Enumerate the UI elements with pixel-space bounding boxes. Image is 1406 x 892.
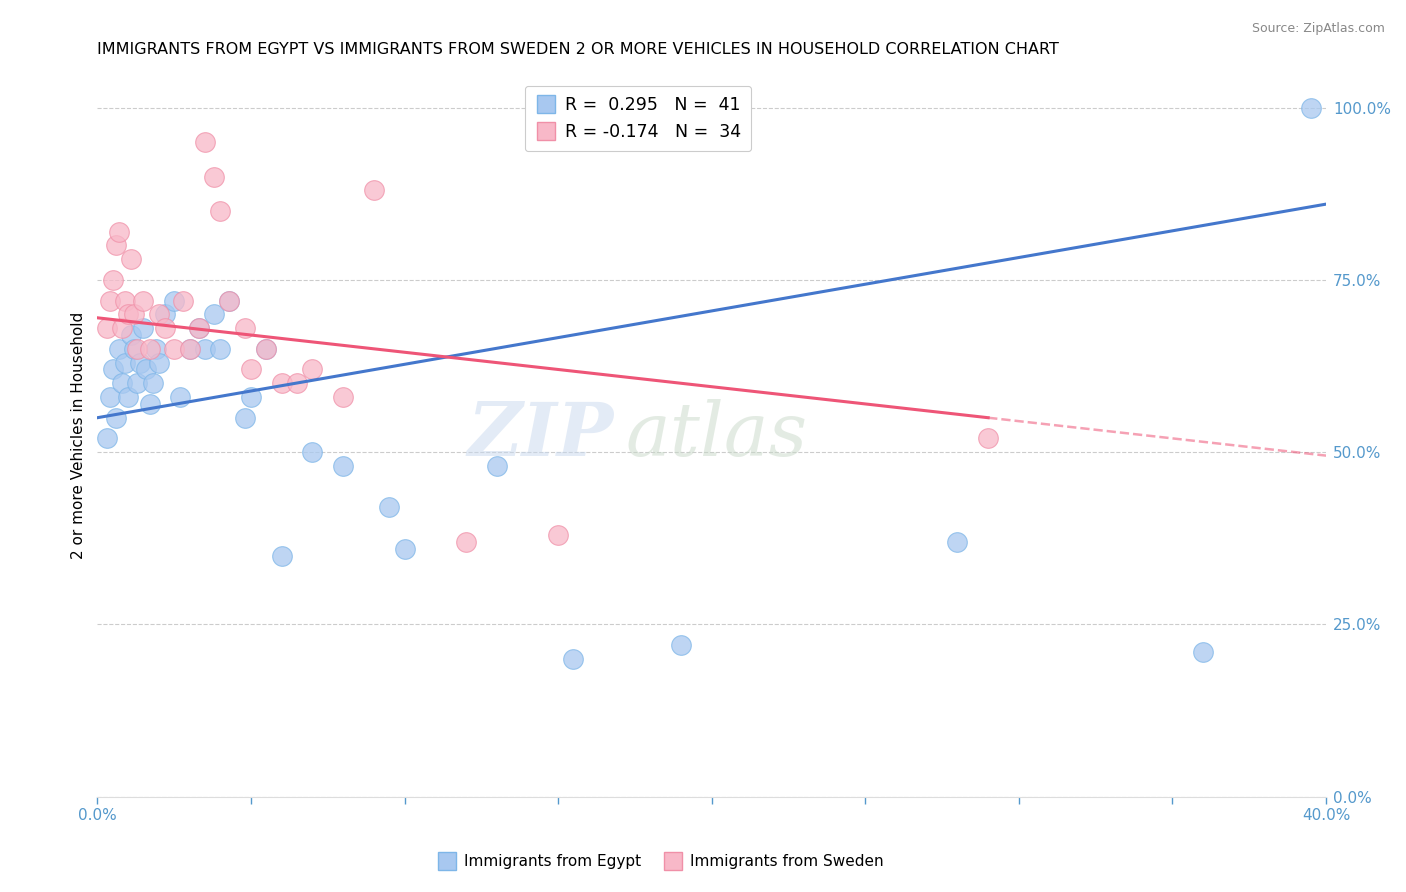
Point — [129, 355, 152, 369]
Point — [122, 342, 145, 356]
Point — [138, 342, 160, 356]
Point — [187, 321, 209, 335]
Point — [179, 342, 201, 356]
Point — [270, 549, 292, 563]
Point — [98, 293, 121, 308]
Point — [120, 252, 142, 267]
Point — [485, 458, 508, 473]
Point — [218, 293, 240, 308]
Point — [194, 135, 217, 149]
Point — [239, 390, 262, 404]
Point — [394, 541, 416, 556]
Point — [104, 410, 127, 425]
Point — [378, 500, 401, 515]
Point — [169, 390, 191, 404]
Point — [202, 169, 225, 184]
Point — [209, 204, 232, 219]
Point — [153, 321, 176, 335]
Point — [547, 528, 569, 542]
Point — [254, 342, 277, 356]
Point — [454, 534, 477, 549]
Point — [187, 321, 209, 335]
Point — [153, 307, 176, 321]
Point — [239, 362, 262, 376]
Point — [120, 328, 142, 343]
Point — [108, 225, 131, 239]
Point — [163, 293, 186, 308]
Point — [977, 431, 1000, 445]
Point — [562, 652, 585, 666]
Point — [363, 183, 385, 197]
Point — [108, 342, 131, 356]
Legend: R =  0.295   N =  41, R = -0.174   N =  34: R = 0.295 N = 41, R = -0.174 N = 34 — [524, 86, 751, 151]
Point — [301, 362, 323, 376]
Point — [669, 638, 692, 652]
Point — [117, 307, 139, 321]
Point — [122, 307, 145, 321]
Point — [114, 355, 136, 369]
Point — [233, 321, 256, 335]
Point — [111, 321, 134, 335]
Point — [101, 362, 124, 376]
Point — [148, 307, 170, 321]
Legend: Immigrants from Egypt, Immigrants from Sweden: Immigrants from Egypt, Immigrants from S… — [432, 848, 890, 875]
Point — [98, 390, 121, 404]
Point — [1299, 101, 1322, 115]
Point — [132, 321, 155, 335]
Point — [148, 355, 170, 369]
Text: atlas: atlas — [626, 399, 808, 471]
Text: IMMIGRANTS FROM EGYPT VS IMMIGRANTS FROM SWEDEN 2 OR MORE VEHICLES IN HOUSEHOLD : IMMIGRANTS FROM EGYPT VS IMMIGRANTS FROM… — [97, 42, 1059, 57]
Point — [132, 293, 155, 308]
Point — [96, 431, 118, 445]
Point — [332, 458, 354, 473]
Point — [138, 397, 160, 411]
Point — [101, 273, 124, 287]
Point — [135, 362, 157, 376]
Point — [114, 293, 136, 308]
Point — [127, 342, 149, 356]
Point — [142, 376, 165, 391]
Text: Source: ZipAtlas.com: Source: ZipAtlas.com — [1251, 22, 1385, 36]
Point — [111, 376, 134, 391]
Text: ZIP: ZIP — [467, 399, 613, 471]
Point — [117, 390, 139, 404]
Point — [209, 342, 232, 356]
Point — [285, 376, 308, 391]
Point — [96, 321, 118, 335]
Point — [145, 342, 167, 356]
Point — [1192, 645, 1215, 659]
Point — [179, 342, 201, 356]
Point — [163, 342, 186, 356]
Y-axis label: 2 or more Vehicles in Household: 2 or more Vehicles in Household — [72, 311, 86, 558]
Point — [233, 410, 256, 425]
Point — [104, 238, 127, 252]
Point — [202, 307, 225, 321]
Point — [301, 445, 323, 459]
Point — [127, 376, 149, 391]
Point — [270, 376, 292, 391]
Point — [218, 293, 240, 308]
Point — [172, 293, 194, 308]
Point — [254, 342, 277, 356]
Point — [332, 390, 354, 404]
Point — [946, 534, 969, 549]
Point — [194, 342, 217, 356]
